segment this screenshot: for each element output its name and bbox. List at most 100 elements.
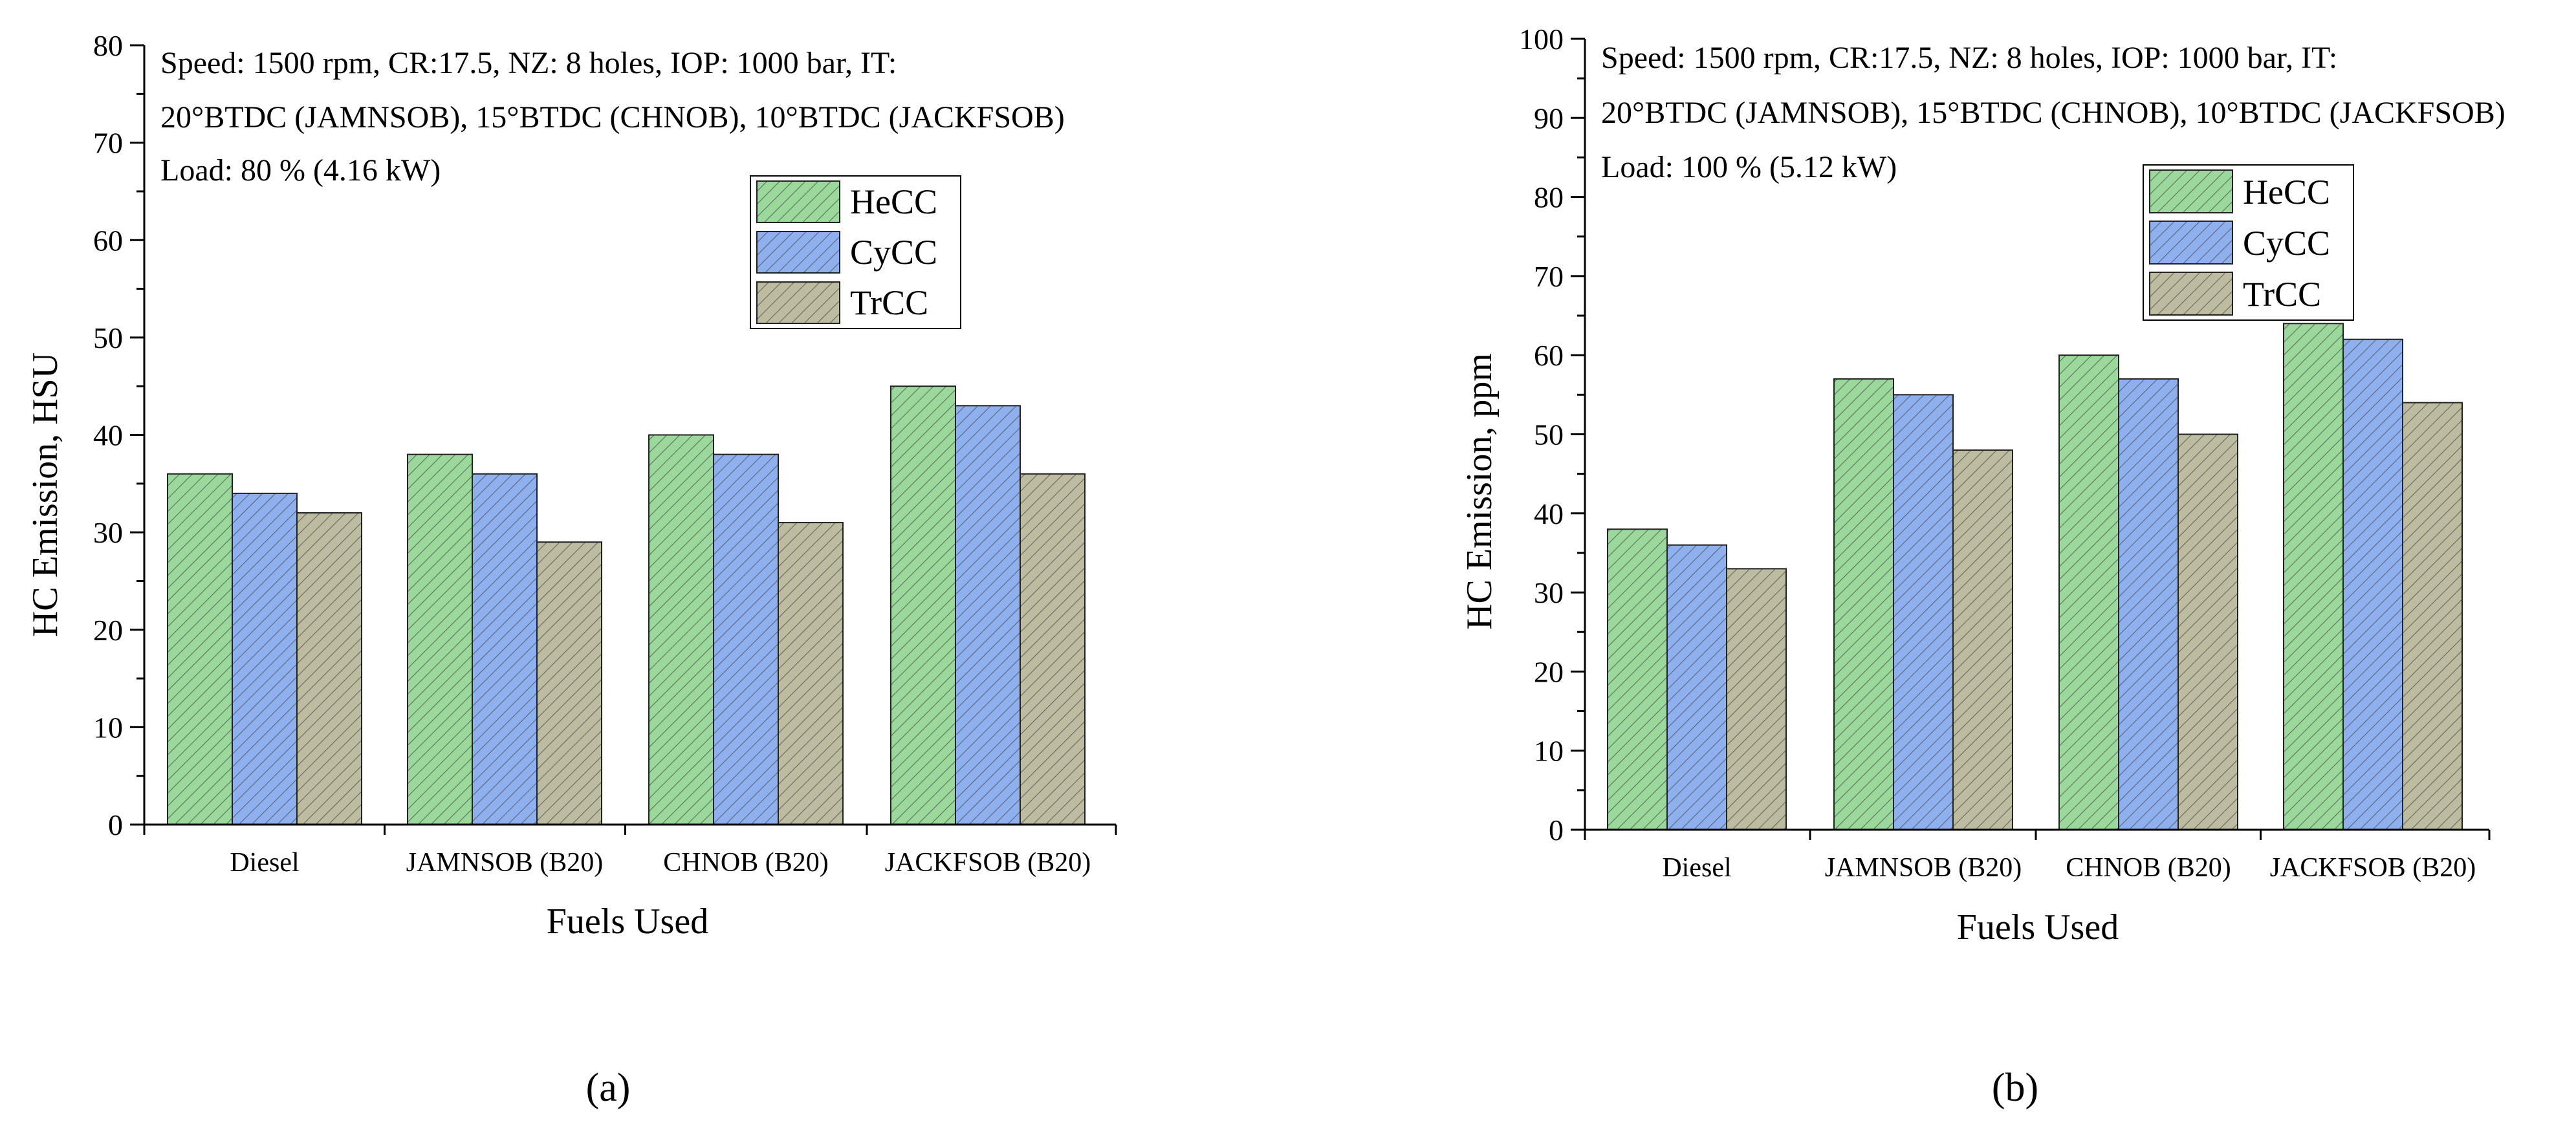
annotation-line3-a: Load: 80 % (4.16 kW) (160, 153, 441, 188)
bar-hatch (2118, 378, 2179, 830)
x-category-label: Diesel (1662, 853, 1731, 883)
annotation-line1-a: Speed: 1500 rpm, CR:17.5, NZ: 8 holes, I… (160, 46, 897, 80)
bar-cycc-2 (2118, 378, 2179, 830)
y-tick-label: 30 (1534, 576, 1564, 609)
bar-hatch (2342, 338, 2403, 830)
legend-label: CyCC (850, 233, 937, 272)
y-tick-label: 40 (93, 419, 123, 452)
y-tick-label: 0 (1549, 814, 1564, 847)
y-tick-label: 90 (1534, 102, 1564, 135)
y-tick-label: 50 (93, 321, 123, 354)
y-tick-label: 60 (1534, 339, 1564, 372)
bar-hatch (1607, 528, 1668, 830)
bar-hecc-0 (167, 473, 233, 825)
bar-cycc-1 (1893, 394, 1954, 830)
bars-layer-a (167, 385, 1086, 825)
bar-hatch (407, 453, 473, 825)
annotation-line2-a: 20°BTDC (JAMNSOB), 15°BTDC (CHNOB), 10°B… (160, 100, 1065, 135)
legend-item-trcc: TrCC (756, 281, 928, 324)
legend-swatch-hatch (2149, 221, 2233, 265)
bar-hatch (648, 434, 714, 825)
bar-hatch (1833, 378, 1894, 830)
bar-hatch (1726, 568, 1787, 830)
y-tick-label: 60 (93, 224, 123, 257)
y-axis-title-a: HC Emission, HSU (25, 352, 65, 637)
bar-hatch (1893, 394, 1954, 830)
bar-trcc-3 (2402, 402, 2463, 830)
bar-cycc-3 (2342, 338, 2403, 830)
y-tick-label: 10 (1534, 735, 1564, 768)
bar-hatch (2283, 323, 2344, 830)
bar-hatch (713, 453, 779, 825)
bar-hatch (2058, 354, 2119, 830)
bar-hecc-2 (2058, 354, 2119, 830)
bar-hecc-3 (890, 385, 956, 825)
y-tick-label: 20 (93, 614, 123, 647)
x-axis-title-b: Fuels Used (1957, 907, 2119, 947)
x-category-label: JAMNSOB (B20) (1825, 853, 2022, 883)
bar-trcc-0 (1726, 568, 1787, 830)
annotation-line1-b: Speed: 1500 rpm, CR:17.5, NZ: 8 holes, I… (1601, 41, 2337, 75)
x-category-label: Diesel (230, 848, 299, 878)
x-category-label: CHNOB (B20) (663, 848, 829, 878)
bar-hatch (955, 405, 1021, 825)
y-tick-label: 80 (93, 29, 123, 62)
bar-hecc-1 (407, 453, 473, 825)
legend-item-hecc: HeCC (2149, 169, 2330, 213)
y-axis-title-b: HC Emission, ppm (1459, 353, 1500, 630)
bar-hatch (2178, 433, 2238, 830)
y-axis-a: 0 10 20 30 40 50 60 70 80 (93, 29, 146, 841)
y-tick-label: 70 (1534, 260, 1564, 293)
bar-hatch (2402, 402, 2463, 830)
bar-hatch (536, 541, 602, 825)
bar-hatch (167, 473, 233, 825)
y-tick-label: 0 (108, 808, 123, 841)
bar-trcc-0 (296, 512, 362, 825)
y-tick-label: 70 (93, 127, 123, 160)
legend-label: HeCC (2243, 173, 2330, 211)
x-category-label: JAMNSOB (B20) (406, 848, 604, 878)
legend-label: HeCC (850, 182, 937, 221)
x-category-label: CHNOB (B20) (2066, 853, 2231, 883)
legend-item-trcc: TrCC (2149, 272, 2321, 316)
x-axis-title-a: Fuels Used (547, 902, 708, 942)
bar-hatch (232, 492, 298, 825)
legend-label: TrCC (2243, 275, 2321, 314)
legend-a: HeCC CyCC TrCC (750, 175, 961, 329)
y-tick-label: 50 (1534, 418, 1564, 451)
annotation-line2-b: 20°BTDC (JAMNSOB), 15°BTDC (CHNOB), 10°B… (1601, 96, 2505, 130)
bar-cycc-0 (232, 492, 298, 825)
y-axis-b: 0 10 20 30 40 50 60 70 80 90 100 (1519, 23, 1586, 847)
y-tick-label: 20 (1534, 655, 1564, 688)
bar-hatch (1952, 449, 2013, 830)
bar-hecc-1 (1833, 378, 1894, 830)
x-category-label: JACKFSOB (B20) (885, 848, 1091, 878)
bar-trcc-2 (2178, 433, 2238, 830)
panel-label-b: (b) (1992, 1066, 2038, 1110)
bar-hatch (296, 512, 362, 825)
legend-b: HeCC CyCC TrCC (2143, 164, 2354, 321)
legend-item-hecc: HeCC (756, 180, 937, 223)
y-tick-label: 30 (93, 516, 123, 549)
y-tick-label: 80 (1534, 181, 1564, 214)
bar-cycc-0 (1666, 544, 1727, 830)
legend-item-cycc: CyCC (2149, 221, 2330, 265)
bar-cycc-2 (713, 453, 779, 825)
bar-hecc-2 (648, 434, 714, 825)
bar-hatch (1020, 473, 1086, 825)
y-tick-label: 40 (1534, 497, 1564, 530)
bar-hecc-0 (1607, 528, 1668, 830)
x-axis-b: Diesel JAMNSOB (B20) CHNOB (B20) JACKFSOB (… (1584, 828, 2491, 883)
legend-label: TrCC (850, 283, 928, 322)
bar-hecc-3 (2283, 323, 2344, 830)
panel-label-a: (a) (586, 1066, 631, 1110)
annotation-line3-b: Load: 100 % (5.12 kW) (1601, 150, 1897, 184)
bar-trcc-3 (1020, 473, 1086, 825)
y-tick-label: 10 (93, 711, 123, 744)
bar-trcc-1 (536, 541, 602, 825)
bars-layer-b (1607, 323, 2463, 830)
bar-hatch (778, 522, 844, 825)
x-axis-a: Diesel JAMNSOB (B20) CHNOB (B20) JACKFSOB (… (143, 823, 1117, 878)
legend-swatch-hatch (756, 281, 840, 324)
bar-cycc-1 (472, 473, 538, 825)
